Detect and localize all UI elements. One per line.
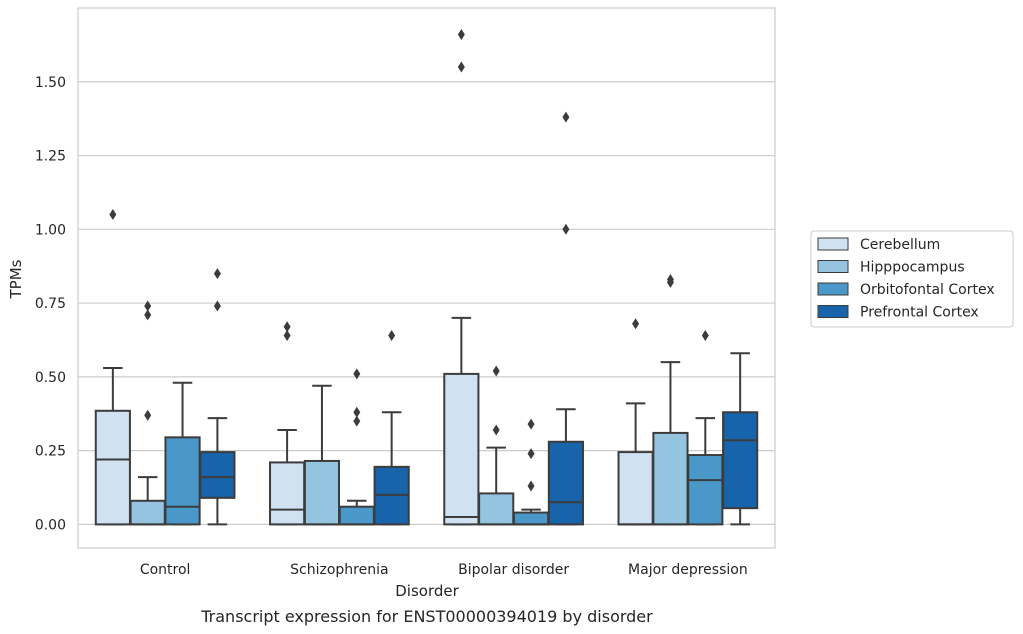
box-2-1 [478,365,515,526]
box-1-1 [303,384,341,526]
y-tick-label: 0.75 [35,296,66,312]
outlier-point [632,318,640,330]
box-iqr [199,451,236,499]
legend-label: Prefrontal Cortex [860,305,979,321]
outlier-point [144,409,152,421]
legend-swatch [817,305,849,318]
box-plot-area [94,29,759,526]
box-iqr [164,436,201,526]
box-iqr [547,440,584,526]
outlier-point [527,448,535,460]
y-tick-label: 0.25 [35,444,66,460]
y-tick-labels: 0.00 0.25 0.50 0.75 1.00 1.25 1.50 [35,75,66,534]
outlier-point [353,368,361,380]
y-tick-label: 0.50 [35,370,66,386]
chart-caption: Transcript expression for ENST0000039401… [200,607,653,626]
outlier-point [283,330,291,342]
outlier-point [388,330,396,342]
outlier-point [527,418,535,430]
box-2-0 [443,29,480,526]
outlier-point [457,61,465,73]
box-iqr [303,459,341,526]
outlier-point [213,300,221,312]
legend-frame [810,230,1014,328]
box-3-0 [617,318,654,526]
outlier-point [562,223,570,235]
outlier-point [353,406,361,418]
x-tick-label: Control [140,562,191,578]
box-iqr [129,499,166,526]
y-tick-label: 1.00 [35,222,66,238]
box-0-2 [164,381,201,526]
box-3-3 [722,352,759,526]
x-tick-labels: Control Schizophrenia Bipolar disorder Majo… [140,562,748,578]
box-iqr [338,505,375,526]
plot-frame [77,7,776,549]
box-iqr [94,409,131,526]
box-1-2 [338,368,375,526]
outlier-point [527,480,535,492]
box-iqr [652,431,689,526]
legend-swatch [817,282,849,296]
outlier-point [283,321,291,333]
box-iqr [269,461,306,526]
box-0-0 [94,209,131,526]
box-1-0 [269,321,306,526]
x-tick-label: Schizophrenia [290,562,388,578]
box-iqr [722,411,759,510]
outlier-point [213,268,221,280]
y-tick-label: 1.50 [35,75,66,91]
box-3-2 [687,330,724,526]
legend-label: Cerebellum [860,237,940,253]
legend-label: Hipppocampus [860,260,965,276]
box-iqr [512,511,550,526]
x-tick-label: Major depression [628,562,748,578]
box-3-1 [652,273,689,526]
outlier-point [144,300,152,312]
outlier-point [353,415,361,427]
outlier-point [457,29,465,41]
y-tick-label: 0.00 [35,517,66,533]
box-1-3 [373,330,410,526]
outlier-point [492,365,500,377]
legend-swatch [817,237,849,251]
outlier-point [144,309,152,321]
y-tick-label: 1.25 [35,149,66,165]
x-axis-label: Disorder [395,582,459,600]
legend-label: Orbitofontal Cortex [860,282,995,298]
outlier-point [109,209,117,221]
y-axis-label: TPMs [7,259,25,299]
legend-swatch [817,260,849,273]
legend: Cerebellum Hipppocampus Orbitofontal Corte… [810,230,1014,328]
outlier-point [492,424,500,436]
box-2-3 [547,111,584,526]
x-tick-label: Bipolar disorder [458,562,569,578]
outlier-point [666,273,674,285]
outlier-point [701,330,709,342]
box-0-1 [129,300,166,526]
box-iqr [443,372,480,526]
box-2-2 [512,418,550,526]
box-0-3 [199,268,236,526]
box-iqr [478,492,515,526]
box-iqr [687,454,724,526]
box-iqr [617,451,654,526]
outlier-point [562,111,570,123]
